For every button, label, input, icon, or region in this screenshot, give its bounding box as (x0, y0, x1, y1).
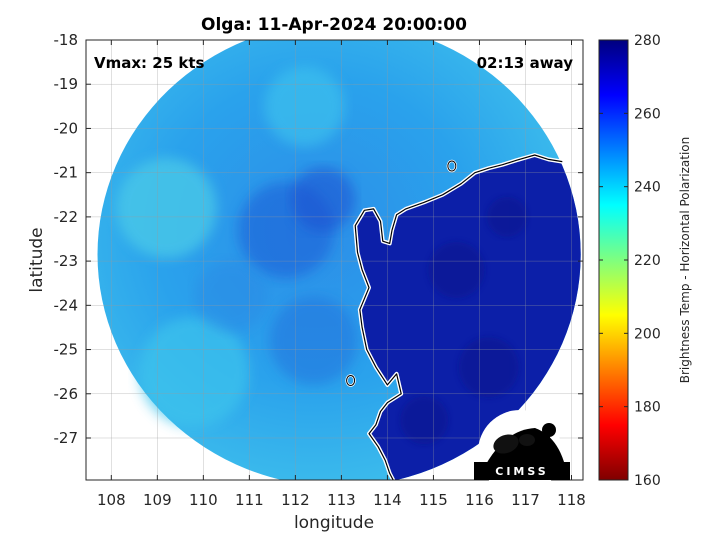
y-tick-label: -27 (54, 429, 79, 447)
x-tick-label: 113 (327, 491, 356, 509)
microwave-swath (97, 40, 581, 480)
colorbar-tick-label: 160 (634, 473, 661, 489)
cloud-patch (139, 316, 250, 427)
x-tick-label: 116 (465, 491, 494, 509)
y-axis-ticks: -18 -19 -20 -21 -22 -23 -24 -25 -26 -27 (54, 31, 583, 447)
y-tick-label: -23 (54, 252, 79, 270)
colorbar-ticks: 160 180 200 220 240 260 280 (599, 33, 661, 489)
x-tick-label: 112 (281, 491, 310, 509)
x-tick-label: 114 (373, 491, 402, 509)
y-tick-label: -19 (54, 75, 79, 93)
plot-frame (85, 39, 584, 481)
x-tick-label: 118 (557, 491, 586, 509)
colorbar-tick-label: 240 (634, 180, 661, 196)
colorbar-tick-label: 260 (634, 106, 661, 122)
cloud-patch (194, 260, 267, 333)
x-tick-label: 108 (97, 491, 126, 509)
y-tick-label: -22 (54, 208, 79, 226)
cloud-patch (290, 167, 355, 232)
x-tick-label: 110 (189, 491, 218, 509)
land-texture (400, 396, 449, 445)
y-tick-label: -18 (54, 31, 79, 49)
y-tick-label: -20 (54, 119, 79, 137)
logo-text: CIMSS (495, 465, 548, 478)
land-texture (458, 337, 519, 398)
colorbar-label: Brightness Temp - Horizontal Polarizatio… (678, 137, 692, 384)
cimss-logo: CIMSS (474, 410, 570, 494)
cloud-patch (116, 158, 217, 259)
y-axis-label: latitude (27, 227, 47, 292)
island-outline (346, 375, 356, 387)
x-tick-label: 117 (511, 491, 540, 509)
y-tick-label: -21 (54, 164, 79, 182)
figure-title: Olga: 11-Apr-2024 20:00:00 (201, 15, 467, 35)
x-tick-label: 111 (235, 491, 264, 509)
colorbar (598, 39, 629, 481)
land-texture (428, 241, 485, 298)
grid-lines (86, 39, 583, 480)
coastline-line (354, 154, 563, 480)
colorbar-tick-label: 200 (634, 326, 661, 342)
y-tick-label: -24 (54, 296, 79, 314)
coastline (345, 153, 563, 480)
x-axis-ticks: 108 109 110 111 112 113 114 115 116 117 118 (97, 40, 586, 509)
cloud-patch (269, 296, 358, 385)
island-outline (447, 160, 457, 172)
x-tick-label: 115 (419, 491, 448, 509)
x-tick-label: 109 (143, 491, 172, 509)
colorbar-tick-label: 280 (634, 33, 661, 49)
colorbar-tick-label: 180 (634, 400, 661, 416)
y-tick-label: -25 (54, 341, 79, 359)
vmax-annotation: Vmax: 25 kts (94, 54, 204, 72)
y-tick-label: -26 (54, 385, 79, 403)
x-axis-label: longitude (294, 513, 374, 533)
colorbar-tick-label: 220 (634, 253, 661, 269)
cloud-patch (264, 66, 345, 147)
time-away-annotation: 02:13 away (477, 54, 574, 72)
